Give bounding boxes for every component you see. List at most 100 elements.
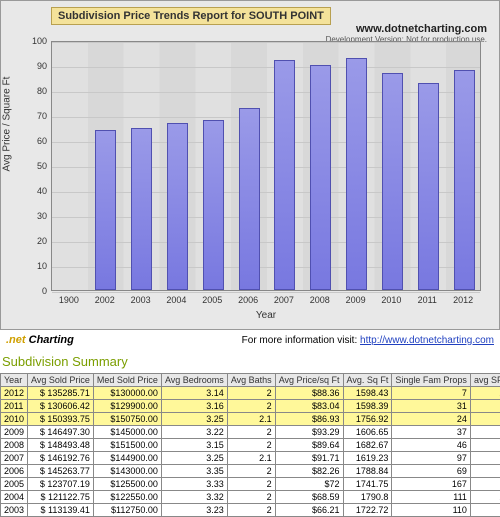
y-tick: 40 — [37, 186, 47, 196]
cell: 3.14 — [161, 387, 227, 400]
cell: 99.42 — [470, 452, 500, 465]
bar — [167, 123, 188, 291]
footer-link[interactable]: http://www.dotnetcharting.com — [360, 335, 494, 346]
col-header: Year — [1, 374, 28, 387]
table-row: 2011$ 130606.42$129900.003.162$83.041598… — [1, 400, 500, 413]
cell: $91.71 — [275, 452, 343, 465]
cell: 2006 — [1, 465, 28, 478]
cell: 2.1 — [227, 413, 275, 426]
cell: 99.09 — [470, 465, 500, 478]
table-header: YearAvg Sold PriceMed Sold PriceAvg Bedr… — [1, 374, 500, 387]
table-row: 2007$ 146192.76$144900.003.252.1$91.7116… — [1, 452, 500, 465]
cell: $145000.00 — [93, 426, 161, 439]
x-tick: 2003 — [131, 295, 151, 305]
y-tick: 30 — [37, 211, 47, 221]
cell: $89.64 — [275, 439, 343, 452]
cell: 1756.92 — [343, 413, 392, 426]
y-tick: 20 — [37, 236, 47, 246]
table-body: 2012$ 135285.71$130000.003.142$88.361598… — [1, 387, 500, 517]
footer-info: For more information visit: — [242, 335, 358, 346]
cell: 2009 — [1, 426, 28, 439]
summary-title: Subdivision Summary — [0, 350, 500, 373]
cell: 1741.75 — [343, 478, 392, 491]
cell: 37 — [392, 426, 471, 439]
cell: $68.59 — [275, 491, 343, 504]
col-header: Avg Sold Price — [28, 374, 94, 387]
cell: 3.25 — [161, 452, 227, 465]
cell: $93.29 — [275, 426, 343, 439]
bar — [203, 120, 224, 290]
cell: $122550.00 — [93, 491, 161, 504]
y-tick: 100 — [32, 36, 47, 46]
cell: $ 130606.42 — [28, 400, 94, 413]
cell: 2011 — [1, 400, 28, 413]
cell: 31 — [392, 400, 471, 413]
cell: 2 — [227, 439, 275, 452]
footer-logo: .net Charting — [6, 334, 74, 346]
cell: 2005 — [1, 478, 28, 491]
cell: 98.31 — [470, 400, 500, 413]
cell: 2 — [227, 491, 275, 504]
cell: 99.76 — [470, 478, 500, 491]
cell: 3.25 — [161, 413, 227, 426]
cell: $125500.00 — [93, 478, 161, 491]
cell: $130000.00 — [93, 387, 161, 400]
cell: $ 121122.75 — [28, 491, 94, 504]
cell: 100.10 — [470, 491, 500, 504]
x-tick: 2008 — [310, 295, 330, 305]
y-tick: 70 — [37, 111, 47, 121]
cell: 1606.65 — [343, 426, 392, 439]
table-row: 2008$ 148493.48$151500.003.152$89.641682… — [1, 439, 500, 452]
y-tick: 0 — [42, 286, 47, 296]
x-tick: 2009 — [346, 295, 366, 305]
cell: 98.99 — [470, 413, 500, 426]
watermark-url: www.dotnetcharting.com — [326, 23, 487, 35]
cell: 2010 — [1, 413, 28, 426]
x-tick: 2004 — [166, 295, 186, 305]
cell: 98.95 — [470, 439, 500, 452]
chart-container: Subdivision Price Trends Report for SOUT… — [0, 0, 500, 330]
cell: $129900.00 — [93, 400, 161, 413]
bar — [454, 70, 475, 290]
cell: 2004 — [1, 491, 28, 504]
cell: $ 146497.30 — [28, 426, 94, 439]
cell: 46 — [392, 439, 471, 452]
col-header: Med Sold Price — [93, 374, 161, 387]
table-row: 2009$ 146497.30$145000.003.222$93.291606… — [1, 426, 500, 439]
x-tick: 2002 — [95, 295, 115, 305]
cell: 2 — [227, 465, 275, 478]
footer-row: .net Charting For more information visit… — [0, 330, 500, 350]
cell: 3.15 — [161, 439, 227, 452]
col-header: Single Fam Props — [392, 374, 471, 387]
plot-area — [51, 41, 481, 291]
bar — [346, 58, 367, 291]
cell: 1598.39 — [343, 400, 392, 413]
cell: 2 — [227, 387, 275, 400]
bar — [131, 128, 152, 291]
cell: $ 123707.19 — [28, 478, 94, 491]
col-header: Avg Bedrooms — [161, 374, 227, 387]
cell: 69 — [392, 465, 471, 478]
col-header: Avg Price/sq Ft — [275, 374, 343, 387]
cell: $83.04 — [275, 400, 343, 413]
cell: 167 — [392, 478, 471, 491]
cell: $ 145263.77 — [28, 465, 94, 478]
cell: $88.36 — [275, 387, 343, 400]
bar — [95, 130, 116, 290]
cell: 3.16 — [161, 400, 227, 413]
y-tick: 60 — [37, 136, 47, 146]
cell: 3.22 — [161, 426, 227, 439]
cell: $82.26 — [275, 465, 343, 478]
cell: $ 146192.76 — [28, 452, 94, 465]
bar — [239, 108, 260, 291]
chart-title: Subdivision Price Trends Report for SOUT… — [51, 7, 331, 25]
cell: 1619.23 — [343, 452, 392, 465]
cell: 2 — [227, 400, 275, 413]
bars — [52, 42, 480, 290]
cell: 3.33 — [161, 478, 227, 491]
summary-table: YearAvg Sold PriceMed Sold PriceAvg Bedr… — [0, 373, 500, 517]
cell: $ 148493.48 — [28, 439, 94, 452]
x-tick: 2005 — [202, 295, 222, 305]
x-tick: 2012 — [453, 295, 473, 305]
x-tick: 2006 — [238, 295, 258, 305]
